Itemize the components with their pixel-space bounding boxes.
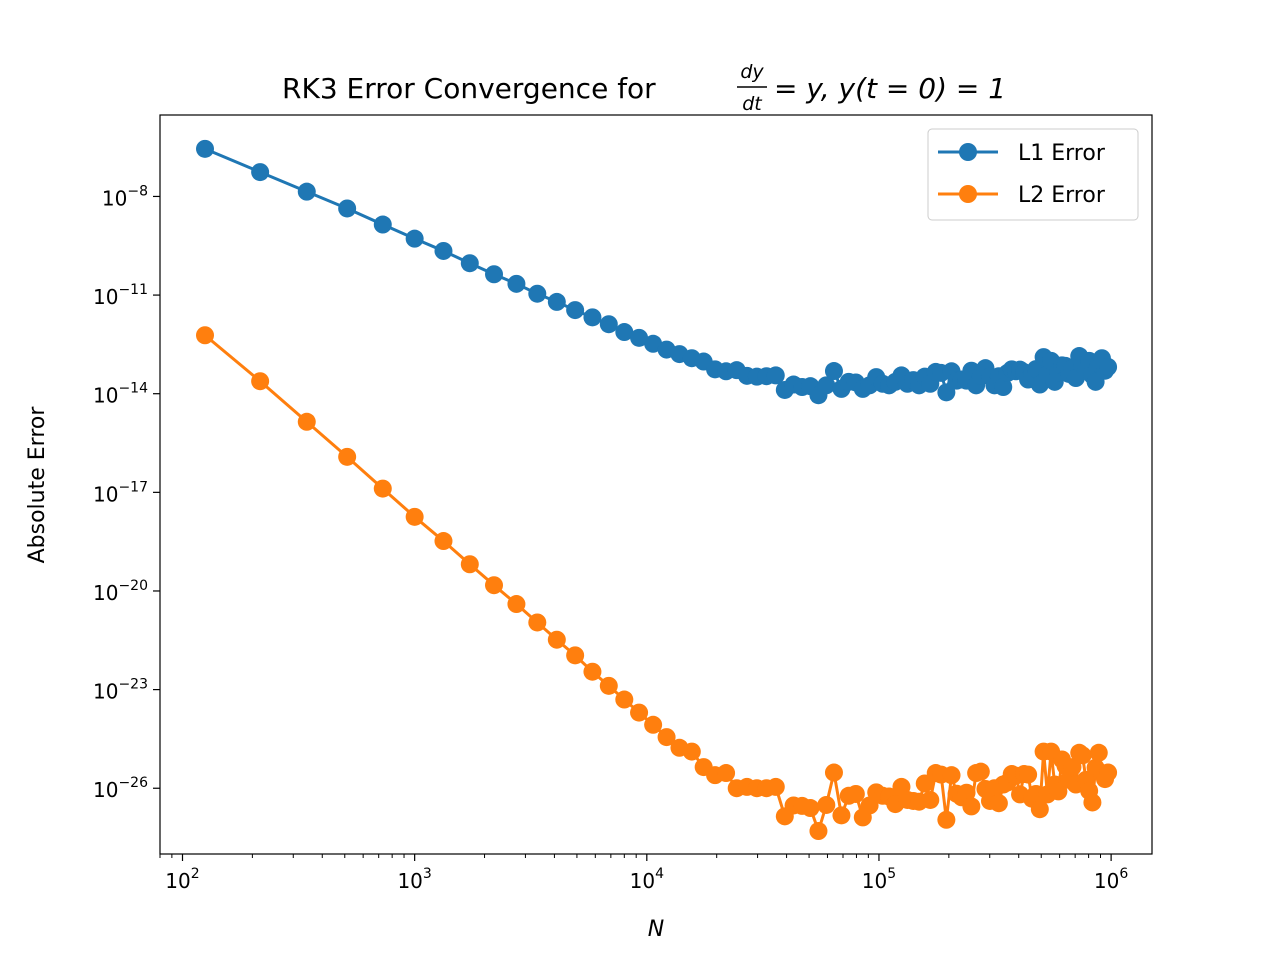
series-1-point xyxy=(599,315,618,334)
series-2 xyxy=(196,326,1118,841)
series-2-point xyxy=(937,810,956,829)
series-2-point xyxy=(957,783,976,802)
series-2-point xyxy=(1063,758,1082,777)
series-1-point xyxy=(630,328,649,347)
series-1-point xyxy=(937,383,956,402)
x-axis-ticks: 102 103 104 105 106 xyxy=(159,854,1128,893)
y-tick-label: 10−11 xyxy=(93,282,148,309)
x-tick-label: 106 xyxy=(1094,866,1128,893)
x-tick-label: 105 xyxy=(862,866,896,893)
x-axis-label: N xyxy=(648,917,664,942)
title-prefix: RK3 Error Convergence for xyxy=(282,72,656,105)
series-2-point xyxy=(297,412,316,431)
series-2-point xyxy=(766,777,785,796)
y-tick-label: 10−14 xyxy=(93,381,148,408)
x-tick-label: 104 xyxy=(630,866,664,893)
y-axis-ticks: 10−8 10−11 10−14 10−17 10−20 10−23 10−26 xyxy=(93,183,160,802)
series-1-point xyxy=(547,292,566,311)
chart-title: RK3 Error Convergence for dy dt = y, y(t… xyxy=(282,61,1006,115)
series-2-point xyxy=(338,447,357,466)
legend-l2-marker xyxy=(959,185,977,203)
title-fraction-denominator: dt xyxy=(742,93,763,115)
series-1-point xyxy=(824,362,843,381)
series-1-point xyxy=(460,254,479,273)
series-2-point xyxy=(817,795,836,814)
series-2-point xyxy=(1030,800,1049,819)
series-2-point xyxy=(1099,763,1118,782)
series-2-point xyxy=(1019,765,1038,784)
series-1-point xyxy=(507,274,526,293)
series-1-point xyxy=(615,323,634,342)
series-2-point xyxy=(583,662,602,681)
series-2-point xyxy=(1049,782,1068,801)
series-2-point xyxy=(989,794,1008,813)
series-1-point xyxy=(644,334,663,353)
series-layer xyxy=(196,139,1118,841)
series-2-point xyxy=(566,646,585,665)
x-tick-label: 103 xyxy=(397,866,431,893)
series-1-point xyxy=(196,139,214,158)
legend-l1-label: L1 Error xyxy=(1018,141,1106,166)
series-2-point xyxy=(809,822,828,841)
series-2-point xyxy=(1089,743,1108,762)
title-fraction-numerator: dy xyxy=(740,61,764,83)
y-tick-label: 10−23 xyxy=(93,677,148,704)
series-2-point xyxy=(373,479,392,498)
series-1 xyxy=(196,139,1118,405)
series-2-point xyxy=(547,630,566,649)
series-2-point xyxy=(682,742,701,761)
series-2-point xyxy=(528,613,547,632)
series-2-point xyxy=(1073,746,1092,765)
series-1-point xyxy=(434,241,453,260)
series-1-point xyxy=(1099,357,1118,376)
series-2-point xyxy=(942,766,961,785)
legend: L1 Error L2 Error xyxy=(927,128,1139,221)
series-2-point xyxy=(644,715,663,734)
series-1-point xyxy=(994,378,1013,396)
series-1-point xyxy=(566,301,585,320)
series-1-point xyxy=(583,308,602,327)
plot-area xyxy=(160,115,1152,854)
series-2-point xyxy=(196,326,214,345)
series-2-point xyxy=(832,806,851,825)
y-tick-label: 10−20 xyxy=(93,578,148,605)
series-1-point xyxy=(338,199,357,218)
series-2-point xyxy=(405,507,424,526)
series-1-point xyxy=(405,229,424,248)
x-tick-label: 102 xyxy=(165,866,199,893)
series-1-point xyxy=(485,265,504,284)
series-2-point xyxy=(507,595,526,614)
series-2-point xyxy=(251,372,270,391)
series-1-point xyxy=(373,215,392,234)
y-tick-label: 10−8 xyxy=(102,183,148,210)
series-2-point xyxy=(962,797,981,816)
series-2-point xyxy=(434,532,453,551)
series-2-point xyxy=(630,703,649,722)
series-1-point xyxy=(528,284,547,303)
series-2-point xyxy=(599,676,618,695)
series-1-point xyxy=(817,376,836,395)
series-2-point xyxy=(824,763,843,782)
legend-l2-label: L2 Error xyxy=(1018,183,1106,208)
series-2-point xyxy=(1083,793,1102,812)
series-2-point xyxy=(921,790,940,809)
axes-frame xyxy=(159,114,1153,855)
series-2-point xyxy=(485,576,504,595)
y-tick-label: 10−17 xyxy=(93,479,148,506)
series-2-point xyxy=(801,799,820,818)
series-2-point xyxy=(657,728,676,747)
series-2-point xyxy=(615,690,634,709)
series-1-point xyxy=(766,366,785,385)
y-axis-label: Absolute Error xyxy=(25,406,50,564)
series-2-point xyxy=(971,762,990,781)
y-tick-label: 10−26 xyxy=(93,775,148,802)
legend-l1-marker xyxy=(959,143,977,161)
series-2-point xyxy=(846,784,865,803)
series-1-point xyxy=(297,182,316,201)
series-1-point xyxy=(251,163,270,182)
series-2-point xyxy=(717,764,736,783)
title-suffix: = y, y(t = 0) = 1 xyxy=(774,72,1006,105)
series-2-point xyxy=(460,555,479,574)
